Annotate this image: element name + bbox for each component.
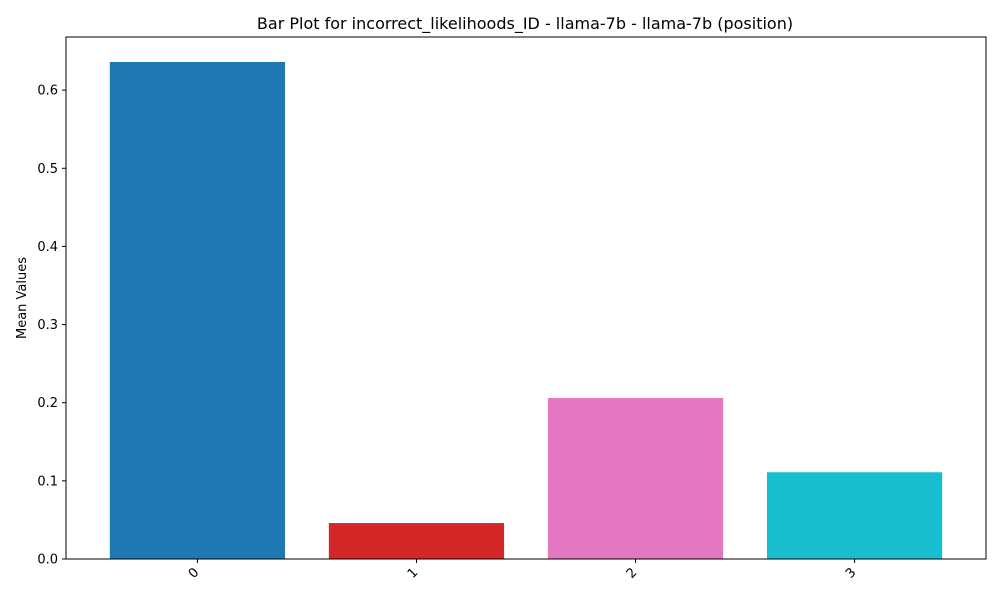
bar-0 [109, 62, 286, 560]
bar-3 [766, 472, 943, 559]
x-tick-label: 1 [405, 565, 421, 581]
y-tick-label: 0.1 [37, 474, 58, 489]
x-tick-label: 3 [843, 565, 859, 581]
x-tick-label: 2 [624, 565, 640, 581]
y-tick-label: 0.3 [37, 318, 58, 333]
x-axis-ticks: 0 1 2 3 [186, 559, 859, 582]
chart-title: Bar Plot for incorrect_likelihoods_ID - … [257, 14, 793, 34]
y-tick-label: 0.0 [37, 553, 58, 568]
y-axis-label: Mean Values [15, 257, 30, 339]
x-tick-label: 0 [186, 565, 202, 581]
bars-group [109, 62, 943, 560]
plot-area-frame [65, 36, 987, 560]
y-tick-label: 0.5 [37, 162, 58, 177]
y-axis-ticks: 0.0 0.1 0.2 0.3 0.4 0.5 0.6 [37, 84, 66, 568]
y-tick-label: 0.6 [37, 84, 58, 99]
y-tick-label: 0.2 [37, 396, 58, 411]
bar-2 [547, 398, 724, 559]
y-tick-label: 0.4 [37, 240, 58, 255]
bar-1 [328, 523, 505, 559]
